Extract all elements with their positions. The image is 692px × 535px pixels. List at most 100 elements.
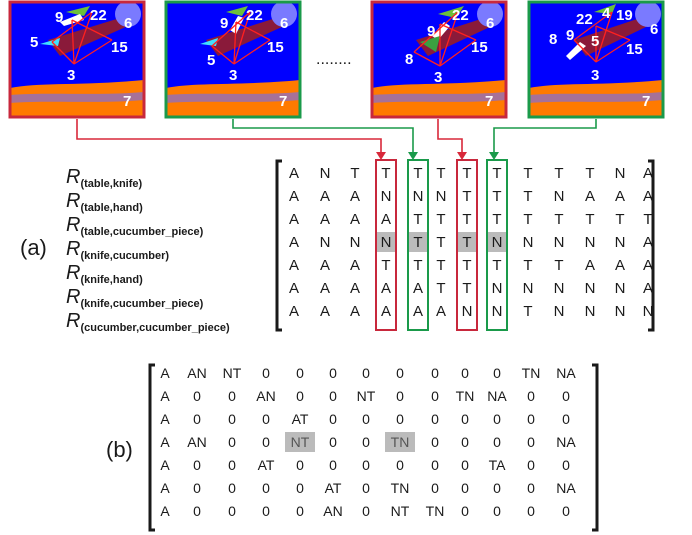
matrix-b-cell: 0 [262,434,270,450]
matrix-a-cell: N [643,303,654,320]
matrix-b-cell: 0 [527,503,535,519]
node-label: 6 [486,15,494,32]
matrix-a-cell: N [492,280,503,297]
node-label: 22 [576,11,593,28]
node-label: 5 [207,52,215,69]
matrix-b-cell: 0 [527,480,535,496]
matrix-b-cell: 0 [527,388,535,404]
matrix-b-cell: 0 [362,365,370,381]
matrix-b-cell: 0 [228,480,236,496]
highlight-cell [385,432,415,452]
matrix-b-cell: 0 [461,434,469,450]
node-label: 19 [616,7,633,24]
matrix-b-right-bracket [592,363,599,532]
matrix-b-cell: A [160,434,170,450]
matrix-a-cell: T [413,257,422,274]
matrix-b-cell: AN [187,434,206,450]
node-label: 7 [642,93,650,110]
matrix-a-cell: N [381,234,392,251]
matrix-b-cell: 0 [329,365,337,381]
matrix-a-right-bracket [648,159,655,332]
matrix-a-cell: A [643,188,653,205]
frame-3: 9 22 6 8 15 3 7 [370,0,508,119]
node-label: 8 [549,31,557,48]
matrix-a-cell: T [585,211,594,228]
frame-1: 9 22 6 5 15 3 7 [8,0,146,119]
matrix-b-cell: 0 [431,411,439,427]
node-label: 7 [485,93,493,110]
matrix-b-cell: AT [292,411,309,427]
matrix-b-cell: AN [256,388,275,404]
matrix-a-cell: A [320,188,330,205]
matrix-a-cell: T [436,280,445,297]
matrix-b-cell: NA [556,434,576,450]
matrix-b-cell: 0 [396,411,404,427]
matrix-b-cell: AN [323,503,342,519]
matrix-b-left-bracket [148,363,155,532]
matrix-b-cell: TN [522,365,541,381]
relation-label: R(knife,cucumber) [66,238,169,262]
node-label: 9 [566,27,574,44]
matrix-a-cell: A [320,257,330,274]
matrix-a-cell: N [492,303,503,320]
matrix-a-cell: A [615,188,625,205]
matrix-b-cell: 0 [228,388,236,404]
matrix-a-cell: T [462,257,471,274]
node-label: 5 [30,34,38,51]
matrix-b-cell: 0 [396,388,404,404]
matrix-b-cell: A [160,503,170,519]
node-label: 3 [591,67,599,84]
node-label: 6 [650,21,658,38]
matrix-a-cell: A [381,211,391,228]
frame-4: 22 4 19 6 8 9 5 15 3 7 [527,0,665,119]
matrix-b-cell: 0 [362,503,370,519]
column-box [486,159,508,331]
matrix-b-cell: 0 [461,365,469,381]
node-label: 8 [405,51,413,68]
matrix-a-cell: N [350,234,361,251]
matrix-b-cell: A [160,365,170,381]
matrix-b-cell: 0 [193,411,201,427]
matrix-b-cell: TN [391,480,410,496]
matrix-b-cell: 0 [562,411,570,427]
matrix-a-cell: A [413,280,423,297]
matrix-b-cell: 0 [262,365,270,381]
matrix-b-cell: 0 [228,411,236,427]
matrix-b-cell: A [160,480,170,496]
matrix-a-cell: T [643,211,652,228]
matrix-a-cell: A [643,257,653,274]
matrix-b-cell: 0 [461,457,469,473]
matrix-a-cell: N [492,234,503,251]
column-box [456,159,478,331]
matrix-a: A N T T T T T T T T T N AA A A N N N T T T N A A AA A A A T T T T T T T T TA… [289,159,654,331]
matrix-a-cell: T [523,188,532,205]
matrix-b-cell: 0 [431,434,439,450]
matrix-b-cell: 0 [262,480,270,496]
matrix-b-cell: 0 [296,365,304,381]
ellipsis: ........ [316,51,352,68]
section-a-label: (a) [20,235,47,260]
matrix-a-cell: A [643,280,653,297]
matrix-b-cell: 0 [262,411,270,427]
matrix-a-cell: T [436,211,445,228]
matrix-b-cell: 0 [362,480,370,496]
relation-labels: R(table,knife)R(table,hand)R(table,cucum… [66,166,230,334]
node-label: 15 [626,41,643,58]
node-label: 3 [67,67,75,84]
matrix-b-cell: 0 [193,388,201,404]
matrix-a-cell: T [462,234,471,251]
matrix-b-cell: 0 [431,388,439,404]
matrix-b-cell: 0 [296,480,304,496]
matrix-a-cell: A [350,211,360,228]
node-label: 22 [452,7,469,24]
matrix-a-cell: T [492,188,501,205]
frame-2: 9 22 6 5 15 3 7 [164,0,302,119]
matrix-b-cell: 0 [296,503,304,519]
matrix-b-cell: 0 [493,503,501,519]
matrix-a-cell: N [615,234,626,251]
highlight-cell [407,232,429,252]
matrix-a-cell: N [523,280,534,297]
matrix-b-cell: TN [426,503,445,519]
matrix-a-cell: A [350,280,360,297]
matrix-b-cell: 0 [329,388,337,404]
